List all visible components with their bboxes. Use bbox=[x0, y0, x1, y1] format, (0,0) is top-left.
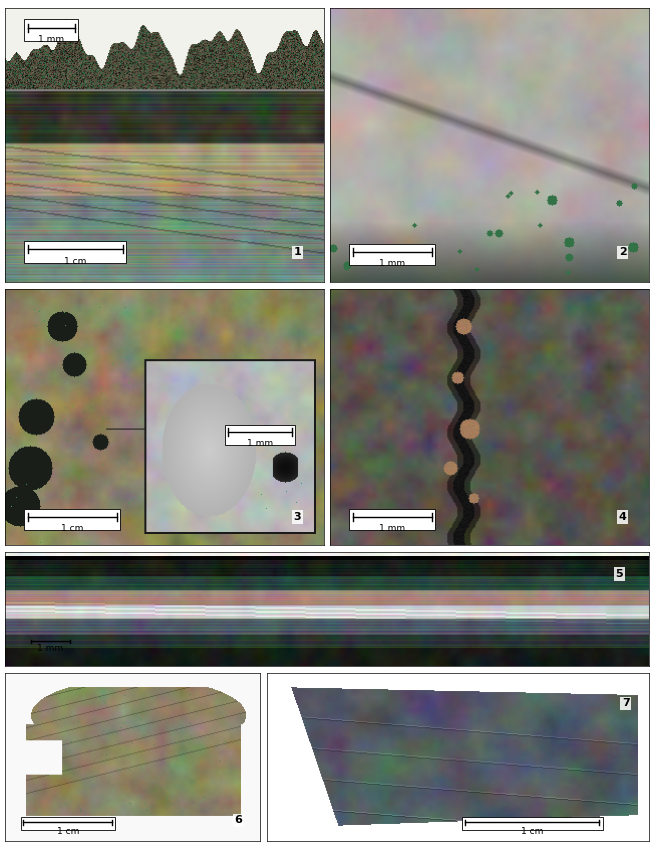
Text: 6: 6 bbox=[235, 815, 243, 825]
Text: 2: 2 bbox=[619, 247, 627, 257]
Bar bbox=[24, 241, 126, 262]
Text: 1 cm: 1 cm bbox=[61, 524, 83, 533]
Text: 1 mm: 1 mm bbox=[379, 259, 405, 268]
Text: 1 mm: 1 mm bbox=[37, 644, 63, 654]
Text: 5: 5 bbox=[615, 569, 623, 579]
Text: 1: 1 bbox=[294, 247, 301, 257]
Bar bbox=[225, 424, 295, 445]
Text: 1 cm: 1 cm bbox=[64, 256, 86, 266]
Text: 7: 7 bbox=[622, 699, 630, 708]
Text: 1 cm: 1 cm bbox=[56, 827, 79, 835]
Text: 1 mm: 1 mm bbox=[39, 35, 65, 44]
Text: 3: 3 bbox=[294, 512, 301, 522]
Text: 1 cm: 1 cm bbox=[521, 827, 543, 835]
Bar bbox=[20, 817, 115, 830]
Bar bbox=[24, 20, 78, 42]
Bar bbox=[462, 817, 603, 830]
Bar bbox=[349, 509, 436, 530]
Text: 1 mm: 1 mm bbox=[247, 439, 273, 448]
Bar bbox=[349, 244, 436, 266]
Text: 1 mm: 1 mm bbox=[379, 524, 405, 533]
Bar bbox=[24, 509, 120, 530]
Text: 4: 4 bbox=[619, 512, 627, 522]
